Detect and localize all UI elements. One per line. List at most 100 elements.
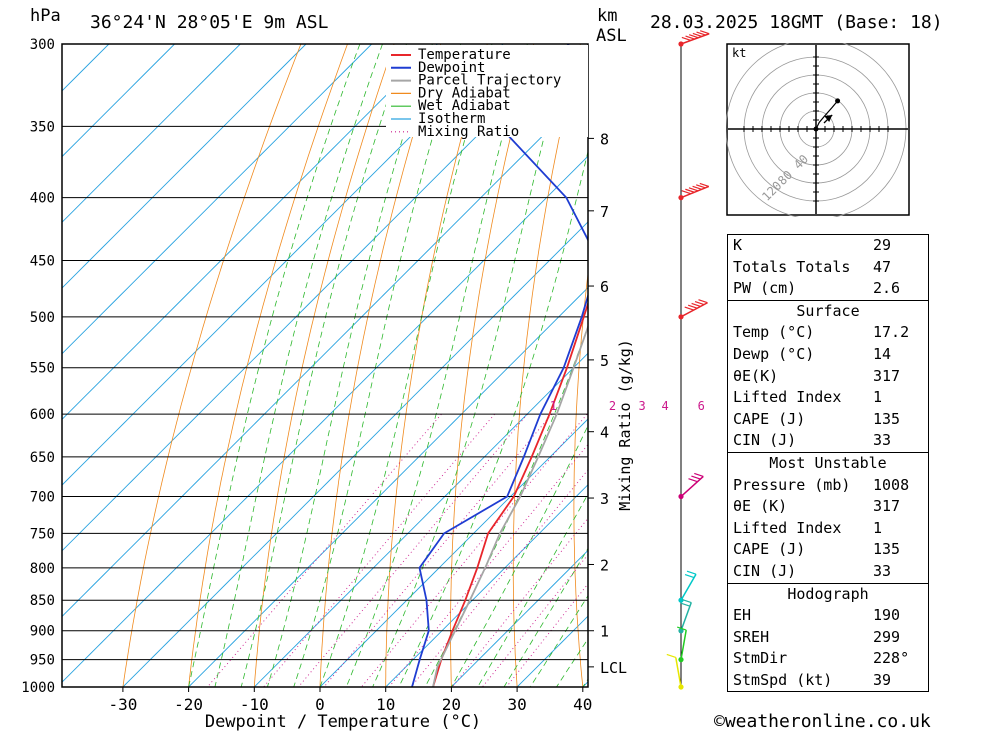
isotherm-line <box>516 615 588 687</box>
wet-adiabat-line <box>319 44 493 687</box>
x-tick-label: -30 <box>108 695 137 714</box>
wind-barb <box>680 33 710 45</box>
wind-barb-flag <box>688 478 698 483</box>
wind-barb-flag <box>684 574 695 579</box>
index-row: K 29 <box>728 235 928 257</box>
copyright-label: ©weatheronline.co.uk <box>714 711 931 732</box>
index-row: Lifted Index 1 <box>728 518 928 540</box>
x-axis-title: Dewpoint / Temperature (°C) <box>205 712 481 732</box>
index-value: 317 <box>873 366 901 385</box>
dry-adiabat-line <box>512 44 581 687</box>
index-value: 33 <box>873 431 892 450</box>
plot-frame <box>61 43 589 688</box>
most-unstable-title: Most Unstable <box>769 453 887 472</box>
km-tick-label: 3 <box>600 490 609 508</box>
index-key: K <box>733 236 743 254</box>
index-key: CAPE (J) <box>733 540 806 559</box>
index-row: PW (cm) 2.6 <box>728 278 928 300</box>
isotherm-line <box>319 418 588 687</box>
dry-adiabat-line <box>633 44 674 687</box>
wind-barb-flag <box>700 30 710 35</box>
wet-adiabat-line <box>503 547 588 687</box>
km-tick-label: 7 <box>600 203 609 221</box>
dry-adiabat-line <box>188 44 348 687</box>
wind-barb-flag <box>694 472 704 478</box>
legend-entry: Temperature <box>418 47 511 63</box>
indices-table: K 29 Totals Totals 47 PW (cm) 2.6 Surface Tem… <box>727 234 929 693</box>
wind-barb-flag <box>689 34 699 39</box>
wind-level-dot <box>678 657 684 663</box>
wind-barb-flag <box>698 299 708 304</box>
index-value: 39 <box>873 670 892 689</box>
index-row: CIN (J) 33 <box>728 430 928 452</box>
index-value: 29 <box>873 236 892 254</box>
km-tick-label: 1 <box>600 623 609 641</box>
wind-barb-flag <box>692 32 703 37</box>
x-tick-label: -20 <box>174 695 203 714</box>
km-tick-label: 2 <box>600 556 609 574</box>
isotherm-line <box>62 44 175 158</box>
mixing-ratio-label: 6 <box>698 399 705 413</box>
wet-adiabat-line <box>372 44 569 687</box>
wind-barb-flag <box>688 187 699 192</box>
wind-barb-flag <box>666 653 676 659</box>
wet-adiabat-line <box>556 638 588 687</box>
dewpoint-line <box>411 44 588 687</box>
index-row: CIN (J) 33 <box>728 561 928 583</box>
isotherm-line <box>62 44 438 421</box>
datetime-label: 28.03.2025 18GMT (Base: 18) <box>650 12 943 33</box>
wet-adiabat-line <box>529 594 588 687</box>
wind-barb-flag <box>682 598 692 604</box>
index-row: Dewp (°C) 14 <box>728 344 928 366</box>
isotherm-line <box>62 44 241 223</box>
index-row: θE(K) 317 <box>728 366 928 388</box>
index-value: 33 <box>873 561 892 580</box>
isotherm-line <box>62 89 588 618</box>
index-value: 17.2 <box>873 323 910 342</box>
index-key: CIN (J) <box>733 431 797 450</box>
pressure-tick-label: 600 <box>30 407 55 423</box>
wind-barb-flag <box>692 185 702 190</box>
dry-adiabat-line <box>690 44 720 687</box>
index-row: CAPE (J) 135 <box>728 409 928 431</box>
index-value: 317 <box>873 497 901 516</box>
index-value: 190 <box>873 606 901 625</box>
index-key: SREH <box>733 627 770 646</box>
isotherm-line <box>451 549 588 687</box>
isotherm-line <box>62 44 570 552</box>
isobar-lines <box>62 43 588 688</box>
wind-barb-flag <box>687 304 698 309</box>
mixing-ratio-line <box>451 517 588 687</box>
wet-adiabat-line <box>345 44 528 687</box>
hodograph-end-dot <box>835 98 841 104</box>
wind-level-dot <box>678 41 684 47</box>
wind-barb-flag <box>684 306 694 311</box>
km-tick-label: 4 <box>600 424 609 442</box>
index-value: 135 <box>873 540 901 559</box>
background-lines <box>62 44 720 687</box>
wind-barb <box>680 629 687 660</box>
index-key: Totals Totals <box>733 257 851 276</box>
index-row: θE (K) 317 <box>728 496 928 518</box>
wind-level-dot <box>678 628 684 634</box>
wind-barb <box>680 602 692 631</box>
km-tick-label: 5 <box>600 352 609 370</box>
mixing-ratio-label: 3 <box>638 399 645 413</box>
wet-adiabat-line <box>240 44 407 687</box>
axes: 3003504004505005506006507007508008509009… <box>21 37 705 732</box>
index-row: StmDir 228° <box>728 648 928 670</box>
mixing-ratio-axis-title: Mixing Ratio (g/kg) <box>616 339 634 511</box>
hodograph-title: Hodograph <box>787 584 869 603</box>
wind-barb <box>680 573 697 601</box>
km-asl-label: ASL <box>596 26 627 46</box>
index-value: 1 <box>873 518 883 537</box>
index-value: 1008 <box>873 475 910 494</box>
index-value: 135 <box>873 409 901 428</box>
index-key: CAPE (J) <box>733 409 806 428</box>
pressure-tick-label: 850 <box>30 593 55 609</box>
wet-adiabat-line <box>188 44 361 687</box>
wind-barb-flag <box>685 188 695 193</box>
pressure-tick-label: 700 <box>30 490 55 506</box>
pressure-tick-label: 950 <box>30 653 55 669</box>
wet-adiabat-line <box>477 493 588 687</box>
